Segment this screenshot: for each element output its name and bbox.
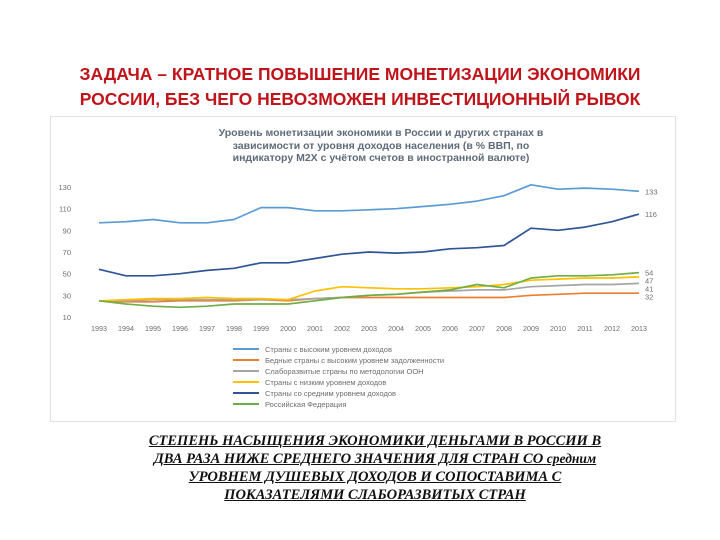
x-tick-label: 1995 [145, 324, 161, 333]
y-tick-label: 10 [63, 313, 71, 322]
series-line [98, 271, 640, 309]
x-tick-label: 2007 [469, 324, 485, 333]
caption-line-2a: ДВА РАЗА НИЖЕ СРЕДНЕГО ЗНАЧЕНИЯ ДЛЯ СТРА… [153, 451, 544, 467]
x-tick-label: 2012 [604, 324, 620, 333]
x-tick-label: 2004 [388, 324, 404, 333]
y-tick-label: 110 [59, 205, 71, 214]
series-end-label: 54 [645, 269, 653, 278]
caption-line-3: УРОВНЕМ ДУШЕВЫХ ДОХОДОВ И СОПОСТАВИМА С [188, 469, 562, 485]
x-tick-label: 2011 [577, 324, 592, 333]
slide-caption: СТЕПЕНЬ НАСЫЩЕНИЯ ЭКОНОМИКИ ДЕНЬГАМИ В Р… [70, 432, 680, 504]
y-tick-label: 70 [63, 248, 71, 257]
slide-title-line-1: ЗАДАЧА – КРАТНОЕ ПОВЫШЕНИЕ МОНЕТИЗАЦИИ Э… [79, 64, 641, 84]
x-tick-label: 2013 [631, 324, 647, 333]
legend-label: Российская Федерация [265, 400, 346, 409]
legend-label: Страны со средним уровнем доходов [265, 389, 396, 398]
chart-frame: Уровень монетизации экономики в России и… [50, 116, 676, 422]
series-line [98, 183, 640, 224]
x-tick-label: 2005 [415, 324, 431, 333]
series-line [98, 292, 639, 303]
y-tick-label: 90 [63, 226, 71, 235]
x-tick-label: 1996 [172, 324, 188, 333]
x-tick-label: 1999 [253, 324, 269, 333]
slide-title-line-2: РОССИИ, БЕЗ ЧЕГО НЕВОЗМОЖЕН ИНВЕСТИЦИОНН… [79, 89, 641, 109]
legend-label: Страны с низким уровнем доходов [265, 378, 386, 387]
legend-label: Слаборазвитые страны по методологии ООН [265, 367, 424, 376]
slide-title: ЗАДАЧА – КРАТНОЕ ПОВЫШЕНИЕ МОНЕТИЗАЦИИ Э… [20, 62, 700, 112]
caption-line-2: ДВА РАЗА НИЖЕ СРЕДНЕГО ЗНАЧЕНИЯ ДЛЯ СТРА… [70, 450, 680, 468]
x-tick-label: 2009 [523, 324, 539, 333]
chart-title: Уровень монетизации экономики в России и… [121, 127, 641, 165]
legend-label: Бедные страны с высоким уровнем задолжен… [265, 356, 444, 365]
y-tick-label: 130 [58, 183, 71, 192]
series-line [98, 213, 640, 277]
caption-line-1: СТЕПЕНЬ НАСЫЩЕНИЯ ЭКОНОМИКИ ДЕНЬГАМИ В Р… [148, 433, 602, 449]
legend-label: Страны с высоким уровнем доходов [265, 345, 392, 354]
x-tick-label: 1993 [91, 324, 107, 333]
series-line [98, 276, 640, 302]
chart-title-line-3: индикатору M2X с учётом счетов в иностра… [232, 152, 530, 164]
y-tick-label: 30 [63, 291, 71, 300]
series-end-label: 32 [645, 293, 653, 302]
caption-line-4: ПОКАЗАТЕЛЯМИ СЛАБОРАЗВИТЫХ СТРАН [224, 487, 526, 503]
x-tick-label: 2006 [442, 324, 458, 333]
chart-title-line-2: зависимости от уровня доходов населения … [232, 139, 530, 152]
line-chart: 10 30 50 70 90 110 130 1993 1994 1995 1996 1997 1998… [58, 183, 658, 409]
caption-line-2b: средним [546, 451, 597, 466]
x-tick-label: 1997 [199, 324, 215, 333]
x-tick-label: 2010 [550, 324, 566, 333]
series-end-label: 116 [645, 210, 657, 219]
series-end-label: 41 [645, 285, 653, 294]
x-tick-label: 2008 [496, 324, 512, 333]
y-tick-label: 50 [63, 270, 71, 279]
x-tick-label: 1998 [226, 324, 242, 333]
x-tick-label: 1994 [118, 324, 134, 333]
chart-title-line-1: Уровень монетизации экономики в России и… [218, 127, 544, 139]
x-tick-label: 2001 [307, 324, 323, 333]
x-tick-label: 2002 [334, 324, 350, 333]
series-end-label: 47 [645, 277, 653, 286]
x-tick-label: 2000 [280, 324, 296, 333]
x-tick-label: 2003 [361, 324, 377, 333]
series-end-label: 133 [645, 187, 658, 196]
